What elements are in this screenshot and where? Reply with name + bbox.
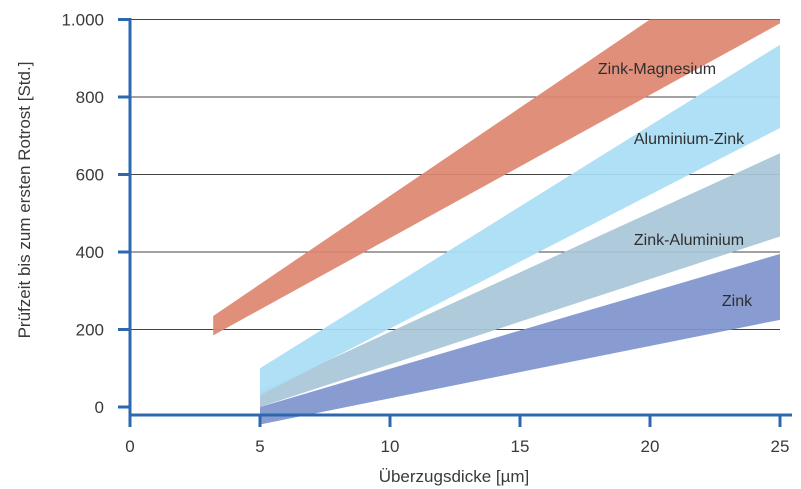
band-label: Zink — [722, 293, 753, 310]
bands — [213, 19, 780, 425]
band-labels: Zink Zink-Aluminium Aluminium-Zink Zink-Mag… — [598, 61, 753, 310]
y-tick-label: 800 — [76, 88, 104, 107]
y-axis-title: Prüfzeit bis zum ersten Rotrost [Std.] — [15, 62, 34, 339]
y-tick-label: 600 — [76, 166, 104, 185]
band-zink-magnesium — [213, 19, 780, 336]
x-tick-label: 25 — [771, 437, 790, 456]
x-tick-label: 15 — [511, 437, 530, 456]
x-tick-label: 5 — [255, 437, 264, 456]
x-axis-title: Überzugsdicke [µm] — [379, 467, 530, 486]
x-tick-label: 20 — [641, 437, 660, 456]
y-tick-label: 0 — [95, 398, 104, 417]
y-tick-label: 400 — [76, 243, 104, 262]
band-label: Zink-Aluminium — [634, 232, 744, 249]
x-tick-label: 10 — [381, 437, 400, 456]
y-tick-label: 1.000 — [61, 11, 104, 30]
band-label: Aluminium-Zink — [634, 131, 745, 148]
band-label: Zink-Magnesium — [598, 61, 716, 78]
y-tick-label: 200 — [76, 321, 104, 340]
tick-labels: 0 200 400 600 800 1.000 0 5 10 15 20 25 — [61, 11, 789, 457]
band-aluminium-zink — [260, 44, 780, 396]
band-zink-aluminium — [260, 153, 780, 407]
band-zink — [260, 253, 780, 425]
axes — [118, 18, 792, 427]
x-tick-label: 0 — [125, 437, 134, 456]
